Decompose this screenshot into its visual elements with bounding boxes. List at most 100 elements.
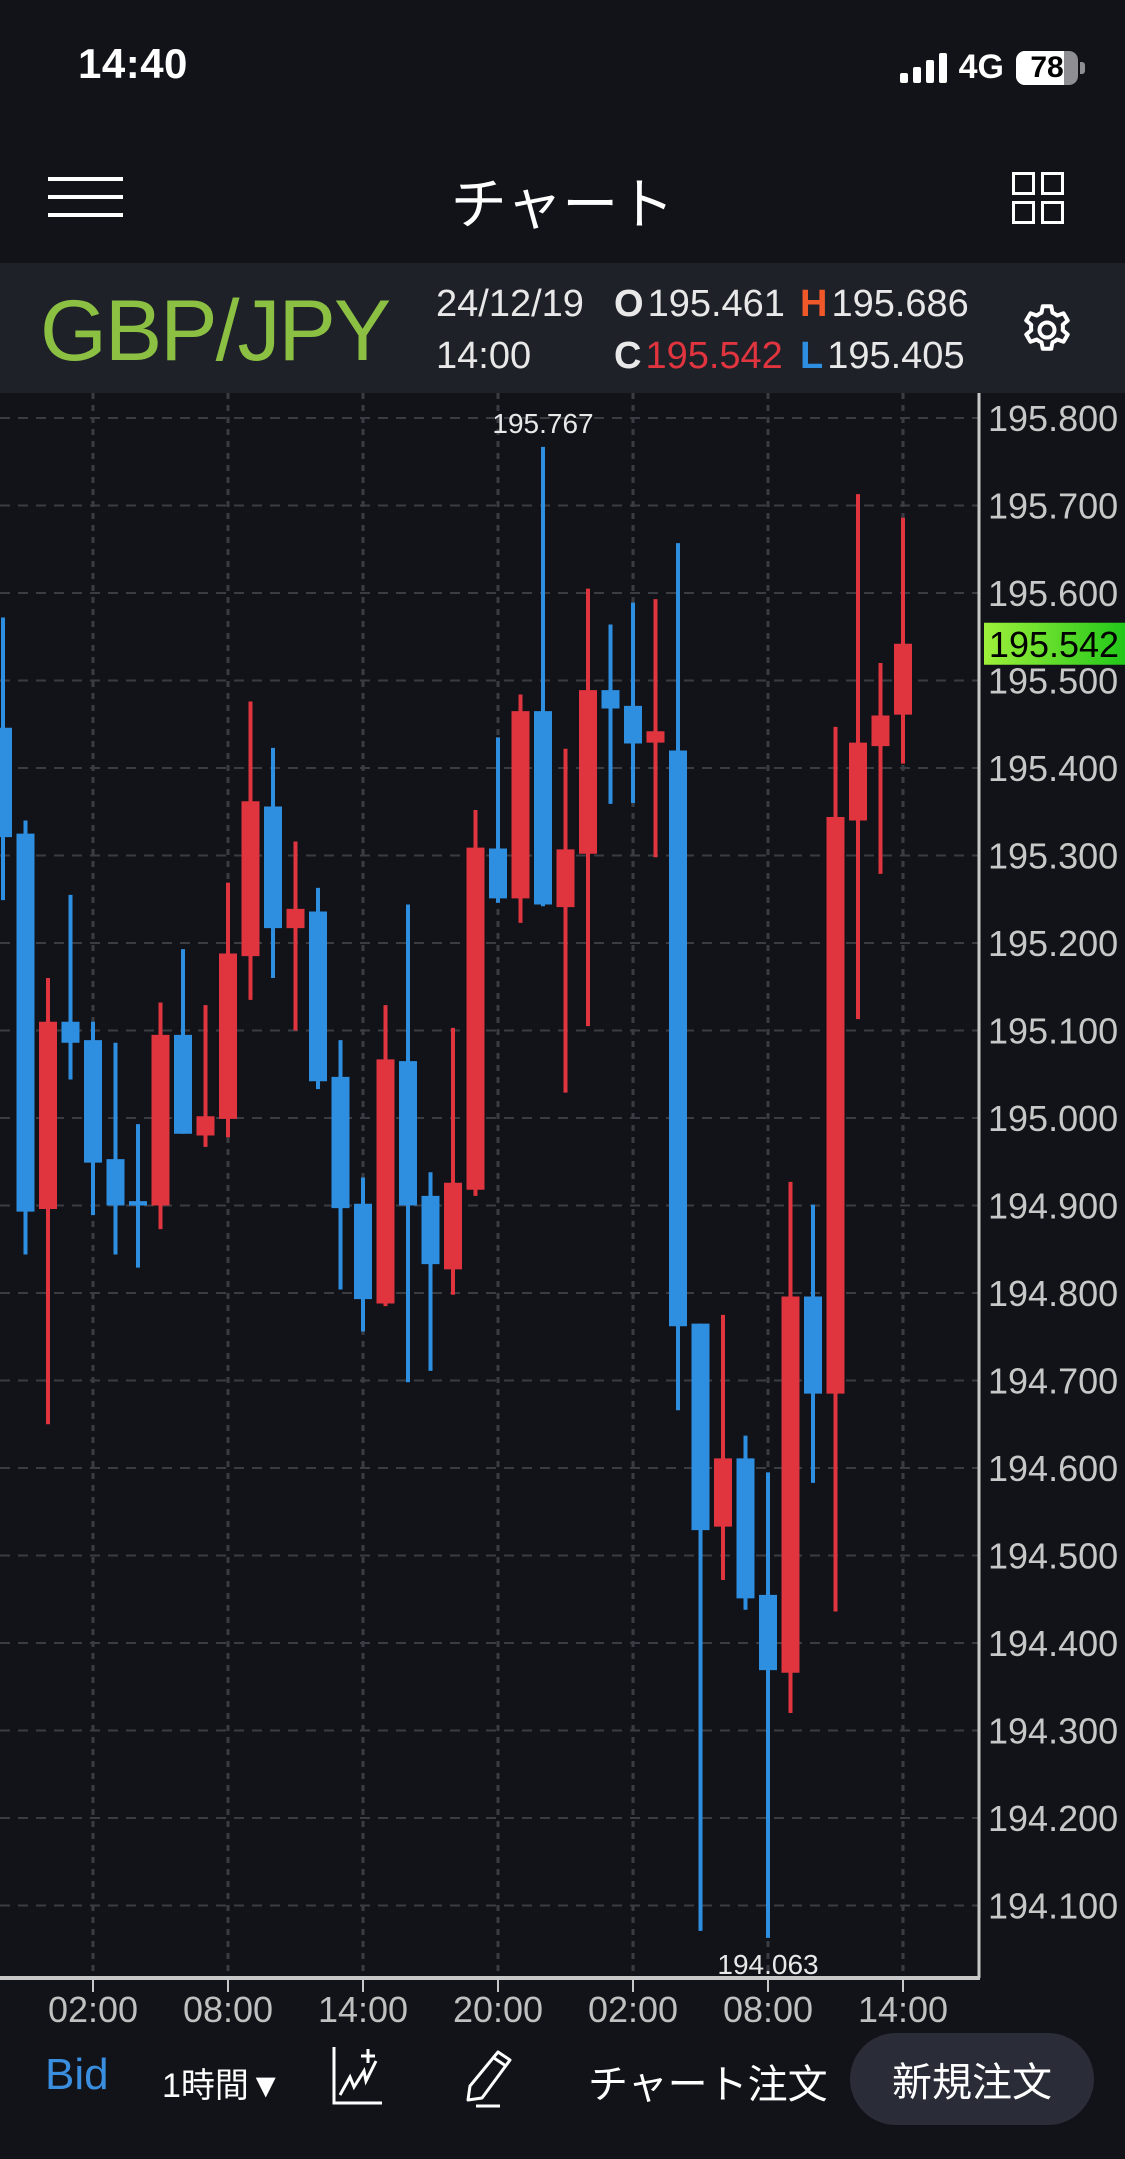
candle [241, 701, 260, 1000]
candle [286, 841, 305, 1031]
low-label: L [800, 335, 824, 377]
x-axis-label: 20:00 [453, 1989, 543, 2030]
y-axis-label: 194.500 [988, 1536, 1118, 1577]
y-axis-label: 194.900 [988, 1186, 1118, 1227]
candle [421, 1172, 440, 1371]
candle [691, 1323, 710, 1931]
new-order-button[interactable]: 新規注文 [850, 2033, 1094, 2125]
candle [579, 588, 597, 1027]
y-axis-label: 194.200 [988, 1798, 1118, 1839]
candle [669, 543, 687, 1411]
network-type: 4G [958, 48, 1004, 86]
candle [624, 602, 642, 803]
min-price-label: 194.063 [717, 1949, 818, 1980]
candle [466, 810, 485, 1196]
candle [871, 663, 890, 874]
candle [714, 1314, 732, 1580]
close-label: C [614, 335, 642, 377]
add-indicator-icon[interactable] [330, 2045, 386, 2105]
candle [264, 747, 282, 978]
price-type-toggle[interactable]: Bid [45, 2050, 109, 2099]
chart-order-button[interactable]: チャート注文 [588, 2063, 828, 2107]
x-axis-label: 14:00 [318, 1989, 408, 2030]
candle [309, 887, 327, 1090]
candle [61, 894, 80, 1080]
y-axis-label: 194.800 [988, 1273, 1118, 1314]
x-axis-label: 14:00 [858, 1989, 948, 2030]
y-axis-label: 195.800 [988, 398, 1118, 439]
candle [84, 1021, 102, 1216]
candle [106, 1042, 125, 1255]
candle [219, 882, 237, 1138]
candle [151, 1002, 170, 1230]
price-info-bar [0, 263, 1125, 393]
candle [489, 737, 507, 903]
candle-time: 14:00 [436, 335, 532, 377]
x-axis-label: 08:00 [183, 1989, 273, 2030]
y-axis-label: 194.100 [988, 1886, 1118, 1927]
candle [781, 1181, 800, 1713]
battery-level: 78 [1030, 50, 1064, 84]
candle [354, 1177, 372, 1332]
battery-cap [1080, 61, 1085, 74]
ohlc-close: C 195.542 [614, 335, 783, 378]
y-axis-label: 195.000 [988, 1098, 1118, 1139]
current-price-label: 195.542 [989, 624, 1119, 665]
gear-icon[interactable] [1017, 300, 1077, 360]
candle [556, 748, 575, 1093]
candlestick-chart[interactable]: 195.800 195.700 195.600 195.500 195.400 195.3… [0, 393, 1125, 2030]
y-axis-label: 194.400 [988, 1623, 1118, 1664]
candle [646, 599, 665, 858]
close-value: 195.542 [645, 335, 783, 377]
y-axis-label: 194.300 [988, 1711, 1118, 1752]
candle [826, 726, 845, 1612]
y-axis-label: 195.500 [988, 661, 1118, 702]
y-axis-label: 194.700 [988, 1361, 1118, 1402]
candle [174, 949, 192, 1134]
open-value: 195.461 [647, 283, 785, 325]
candle [0, 617, 12, 901]
pencil-icon[interactable] [460, 2048, 516, 2110]
ohlc-high: H 195.686 [800, 283, 969, 326]
grid-icon[interactable] [1012, 172, 1064, 224]
y-axis-label: 195.200 [988, 923, 1118, 964]
candle [39, 978, 57, 1425]
currency-pair-symbol[interactable]: GBP/JPY [40, 283, 391, 379]
ohlc-low: L 195.405 [800, 335, 965, 378]
y-axis-label: 195.400 [988, 748, 1118, 789]
candle [196, 1005, 215, 1147]
candle [601, 624, 620, 804]
candle-date: 24/12/19 [436, 283, 584, 325]
max-price-label: 195.767 [492, 408, 593, 439]
ohlc-open: O 195.461 [614, 283, 785, 326]
candle [399, 904, 417, 1383]
high-value: 195.686 [831, 283, 969, 325]
low-value: 195.405 [827, 335, 965, 377]
x-axis-label: 02:00 [588, 1989, 678, 2030]
x-axis-label: 08:00 [723, 1989, 813, 2030]
current-price-tag [984, 622, 1125, 665]
y-axis-label: 195.600 [988, 573, 1118, 614]
status-indicators: 4G 78 [899, 48, 1085, 87]
candle [16, 820, 35, 1255]
y-axis-label: 195.700 [988, 486, 1118, 527]
battery-icon: 78 [1016, 50, 1078, 85]
candle [511, 694, 530, 923]
candle [736, 1435, 755, 1610]
timeframe-dropdown[interactable]: 1時間▼ [162, 2067, 283, 2105]
signal-icon [899, 52, 947, 83]
y-axis-label: 195.100 [988, 1011, 1118, 1052]
high-label: H [800, 283, 828, 325]
y-axis-label: 194.600 [988, 1448, 1118, 1489]
candle [444, 1027, 462, 1295]
candle [804, 1204, 822, 1483]
hamburger-icon[interactable] [48, 177, 123, 217]
y-axis-label: 195.300 [988, 836, 1118, 877]
page-title: チャート [450, 173, 675, 236]
candle [331, 1040, 350, 1290]
status-time: 14:40 [78, 40, 188, 87]
candle [129, 1124, 147, 1268]
candle [534, 446, 552, 907]
new-order-label: 新規注文 [892, 2061, 1052, 2105]
candle [894, 517, 912, 764]
